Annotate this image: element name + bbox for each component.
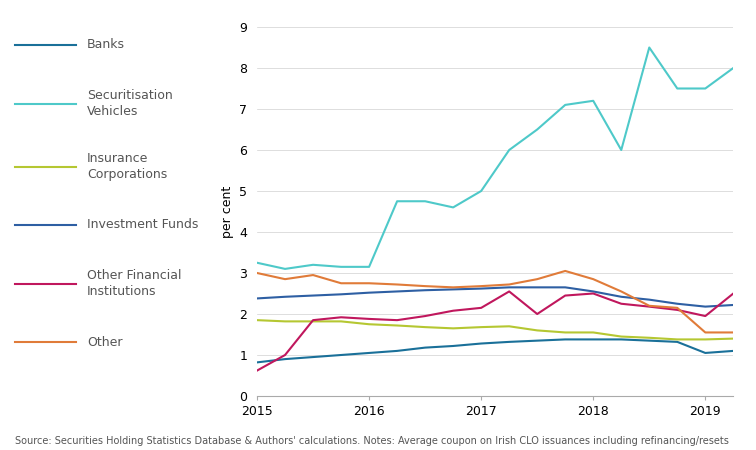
- Y-axis label: per cent: per cent: [221, 185, 234, 238]
- Text: Securitisation
Vehicles: Securitisation Vehicles: [87, 89, 172, 118]
- Text: Source: Securities Holding Statistics Database & Authors' calculations. Notes: A: Source: Securities Holding Statistics Da…: [15, 436, 729, 446]
- Text: Insurance
Corporations: Insurance Corporations: [87, 152, 167, 181]
- Text: Banks: Banks: [87, 39, 125, 51]
- Text: Other Financial
Institutions: Other Financial Institutions: [87, 269, 181, 298]
- Text: Investment Funds: Investment Funds: [87, 219, 198, 231]
- Text: Other: Other: [87, 336, 122, 348]
